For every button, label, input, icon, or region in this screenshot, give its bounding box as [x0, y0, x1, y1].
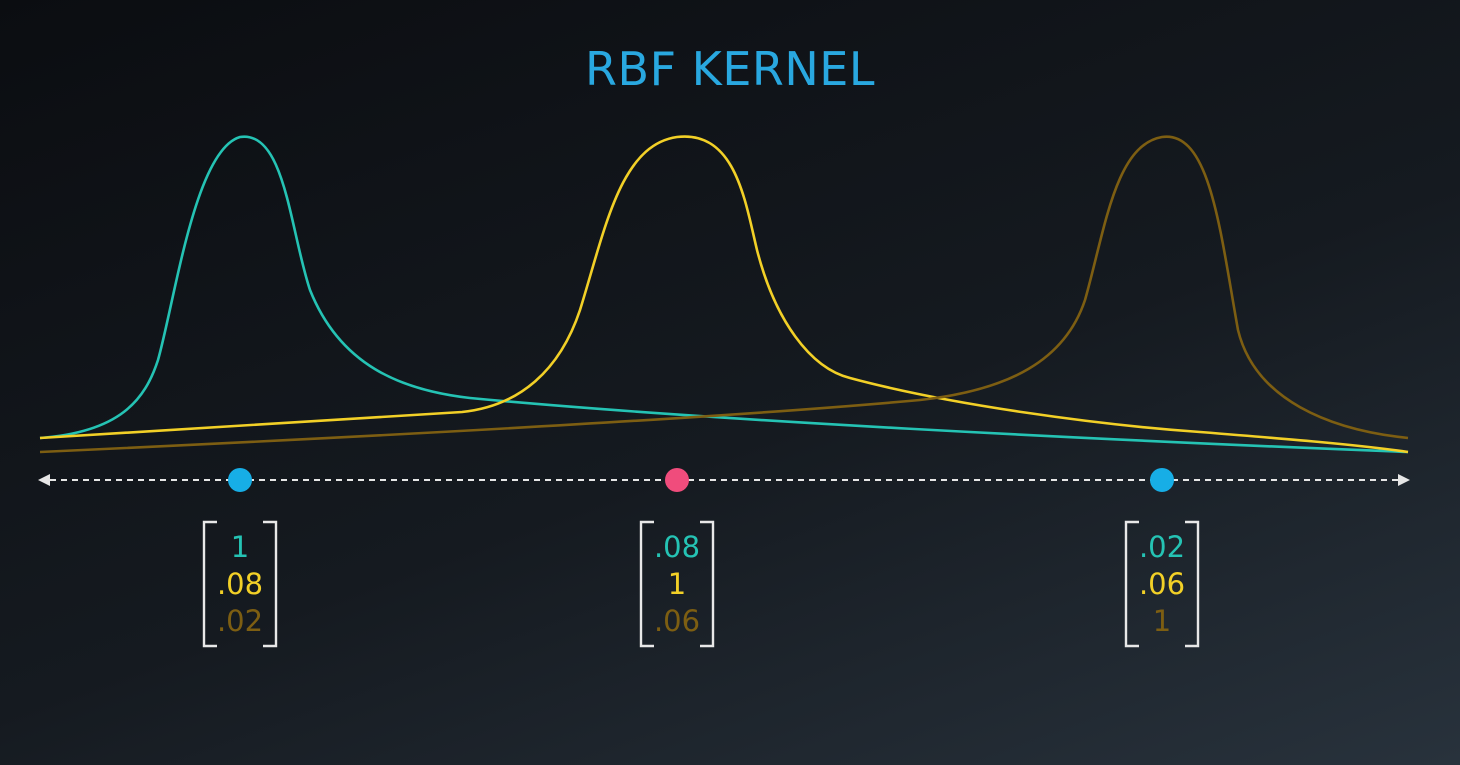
bracket-left: [639, 520, 654, 648]
kernel-vector: .08 1 .06: [639, 520, 715, 648]
data-point: [228, 468, 252, 492]
axis-arrow-right-icon: [1398, 474, 1410, 486]
vector-value: 1: [231, 530, 249, 564]
bracket-left: [202, 520, 217, 648]
rbf-curve-yellow: [39, 135, 1409, 454]
vector-value: 1: [668, 567, 686, 601]
kernel-vector: 1 .08 .02: [202, 520, 278, 648]
kernel-vector: .02 .06 1: [1124, 520, 1200, 648]
bracket-left: [1124, 520, 1139, 648]
vector-value: .02: [217, 604, 263, 638]
vector-value: .06: [654, 604, 700, 638]
vector-value: 1: [1153, 604, 1171, 638]
bracket-right: [1185, 520, 1200, 648]
vector-value: .02: [1139, 530, 1185, 564]
rbf-curve-teal: [39, 135, 1409, 454]
data-point: [1150, 468, 1174, 492]
vector-value: .08: [217, 567, 263, 601]
axis-arrow-left-icon: [38, 474, 50, 486]
vector-value: .06: [1139, 567, 1185, 601]
rbf-curve-olive: [39, 135, 1409, 454]
vector-value: .08: [654, 530, 700, 564]
bracket-right: [263, 520, 278, 648]
bracket-right: [700, 520, 715, 648]
data-point: [665, 468, 689, 492]
page-title: RBF KERNEL: [585, 42, 875, 96]
